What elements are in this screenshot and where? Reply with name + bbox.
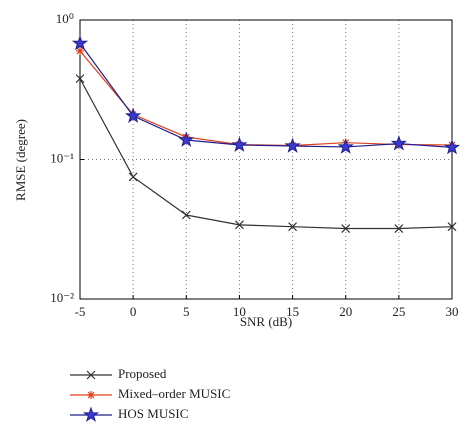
marker xyxy=(288,222,297,232)
marker xyxy=(76,46,84,55)
marker xyxy=(231,136,248,152)
y-axis-label: RMSE (degree) xyxy=(13,119,28,201)
marker xyxy=(125,107,142,123)
series-line xyxy=(79,78,453,230)
marker xyxy=(341,224,351,233)
series-line xyxy=(79,43,453,149)
x-tick-label: 25 xyxy=(392,304,405,319)
legend-marker xyxy=(87,391,95,399)
x-tick-label: 0 xyxy=(130,304,137,319)
x-tick-label: 15 xyxy=(286,304,299,319)
x-tick-label: 20 xyxy=(339,304,352,319)
legend-marker xyxy=(82,406,100,422)
x-axis-label: SNR (dB) xyxy=(240,314,292,329)
legend-label: HOS MUSIC xyxy=(118,406,188,421)
series-line xyxy=(79,50,453,147)
marker xyxy=(128,172,138,182)
x-tick-label: 30 xyxy=(446,304,459,319)
x-tick-label: -5 xyxy=(75,304,86,319)
marker xyxy=(71,34,89,51)
y-tick-label: 10⁰ xyxy=(56,11,74,26)
legend-label: Mixed–order MUSIC xyxy=(118,386,230,401)
marker xyxy=(447,222,457,232)
marker xyxy=(443,138,461,155)
x-tick-label: 5 xyxy=(183,304,190,319)
plot-frame xyxy=(79,19,453,300)
marker xyxy=(390,135,407,151)
y-tick-label: 10⁻¹ xyxy=(50,150,74,165)
marker xyxy=(178,131,195,147)
y-tick-label: 10⁻² xyxy=(50,290,74,305)
x-tick-label: 10 xyxy=(233,304,246,319)
marker xyxy=(284,137,301,153)
legend-marker xyxy=(86,370,96,380)
marker xyxy=(235,220,244,230)
marker xyxy=(394,224,404,233)
marker xyxy=(75,74,85,84)
marker xyxy=(337,138,354,154)
marker xyxy=(181,210,191,220)
legend-label: Proposed xyxy=(118,366,167,381)
